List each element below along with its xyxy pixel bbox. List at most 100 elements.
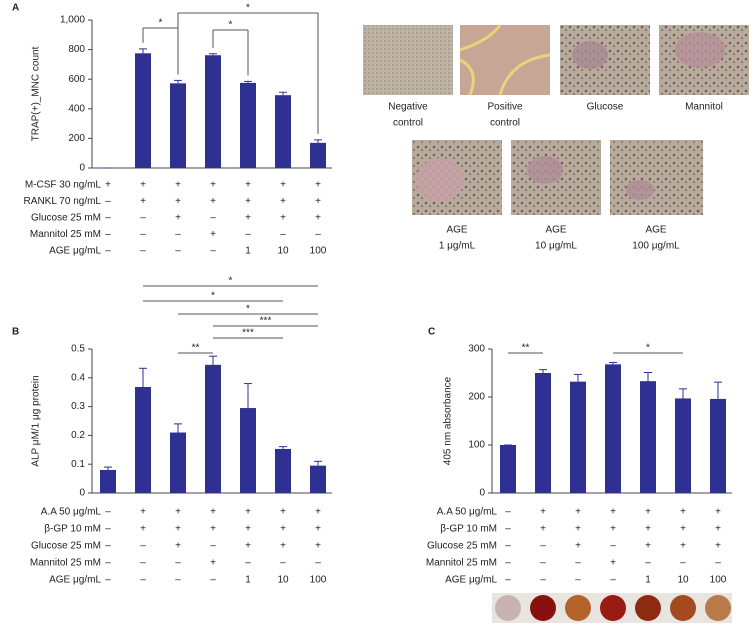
bar	[535, 373, 551, 493]
micrograph-caption: Glucose	[587, 102, 624, 113]
condition-mark: +	[680, 507, 686, 518]
bar	[240, 408, 256, 493]
condition-mark: –	[540, 558, 546, 569]
condition-mark: +	[245, 507, 251, 518]
condition-mark: +	[175, 524, 181, 535]
well	[600, 595, 626, 621]
bar	[605, 364, 621, 493]
condition-mark: +	[175, 541, 181, 552]
condition-label: AGE μg/mL	[49, 575, 101, 586]
micrograph-caption: Positive	[487, 102, 522, 113]
bar	[710, 398, 726, 493]
y-tick-label: 0.1	[71, 459, 85, 470]
panel-label: C	[428, 327, 435, 338]
condition-mark: +	[610, 524, 616, 535]
condition-label: Mannitol 25 mM	[426, 558, 497, 569]
condition-mark: +	[175, 196, 181, 207]
condition-mark: –	[505, 524, 511, 535]
condition-mark: 1	[645, 575, 651, 586]
condition-label: M-CSF 30 ng/mL	[25, 180, 102, 191]
condition-mark: +	[175, 507, 181, 518]
condition-label: Mannitol 25 mM	[30, 558, 101, 569]
y-tick-label: 0	[79, 163, 85, 174]
condition-mark: +	[645, 524, 651, 535]
condition-mark: +	[540, 524, 546, 535]
well	[705, 595, 731, 621]
y-tick-label: 0.5	[71, 344, 85, 355]
micrograph-caption: Negative	[388, 102, 428, 113]
condition-mark: +	[245, 196, 251, 207]
significance-label: *	[246, 3, 250, 14]
condition-mark: –	[175, 246, 181, 257]
micrograph-detail	[459, 24, 551, 96]
micrograph-detail	[527, 156, 563, 184]
y-tick-label: 0.3	[71, 401, 85, 412]
y-tick-label: 0.2	[71, 430, 85, 441]
bar	[640, 381, 656, 493]
condition-mark: –	[210, 246, 216, 257]
micrograph-caption: AGE	[446, 225, 467, 236]
condition-mark: –	[315, 229, 321, 240]
condition-label: Glucose 25 mM	[427, 541, 497, 552]
bar	[675, 398, 691, 493]
condition-mark: –	[140, 213, 146, 224]
significance-label: *	[246, 304, 250, 315]
condition-mark: +	[575, 524, 581, 535]
condition-mark: –	[315, 558, 321, 569]
condition-label: AGE μg/mL	[445, 575, 497, 586]
condition-mark: –	[105, 507, 111, 518]
condition-mark: +	[140, 180, 146, 191]
well	[530, 595, 556, 621]
micrograph-images	[363, 24, 749, 215]
well	[670, 595, 696, 621]
condition-mark: +	[715, 507, 721, 518]
condition-label: Glucose 25 mM	[31, 541, 101, 552]
bar	[100, 469, 116, 493]
condition-mark: –	[610, 575, 616, 586]
micrograph-detail	[626, 180, 654, 200]
condition-mark: –	[245, 229, 251, 240]
condition-mark: +	[315, 541, 321, 552]
micrograph-caption: AGE	[645, 225, 666, 236]
y-tick-label: 200	[468, 392, 485, 403]
y-tick-label: 300	[468, 344, 485, 355]
y-tick-label: 0	[79, 488, 85, 499]
condition-mark: –	[140, 541, 146, 552]
condition-mark: +	[245, 213, 251, 224]
condition-mark: –	[645, 558, 651, 569]
condition-label: RANKL 70 ng/mL	[24, 196, 102, 207]
condition-mark: –	[575, 575, 581, 586]
condition-mark: –	[540, 575, 546, 586]
condition-mark: –	[505, 541, 511, 552]
condition-mark: –	[575, 558, 581, 569]
condition-mark: –	[210, 541, 216, 552]
bar	[205, 55, 221, 168]
bar	[275, 95, 291, 168]
condition-mark: +	[175, 213, 181, 224]
y-axis-label: 405 nm absorbance	[443, 376, 454, 465]
condition-mark: +	[680, 541, 686, 552]
condition-mark: –	[680, 558, 686, 569]
condition-mark: –	[105, 196, 111, 207]
bar	[135, 387, 151, 493]
micrograph-caption: control	[490, 118, 520, 129]
condition-mark: +	[140, 524, 146, 535]
condition-mark: +	[575, 541, 581, 552]
condition-mark: +	[280, 541, 286, 552]
condition-mark: –	[105, 229, 111, 240]
condition-label: β-GP 10 mM	[44, 524, 101, 535]
condition-mark: 1	[245, 246, 251, 257]
condition-mark: +	[645, 507, 651, 518]
condition-mark: 10	[677, 575, 689, 586]
micrograph-caption: 1 μg/mL	[439, 241, 476, 252]
stain-wells	[492, 593, 732, 623]
condition-mark: –	[280, 229, 286, 240]
condition-mark: +	[280, 180, 286, 191]
condition-mark: +	[210, 524, 216, 535]
condition-mark: –	[140, 229, 146, 240]
condition-mark: 100	[710, 575, 727, 586]
condition-mark: +	[315, 507, 321, 518]
condition-label: Glucose 25 mM	[31, 213, 101, 224]
condition-mark: +	[210, 558, 216, 569]
bar	[170, 83, 186, 168]
